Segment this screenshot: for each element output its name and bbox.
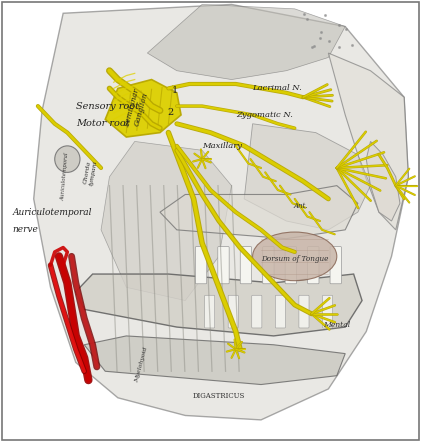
FancyBboxPatch shape [285,247,296,284]
Text: Semilunar
Ganglion: Semilunar Ganglion [123,87,150,130]
FancyBboxPatch shape [195,247,207,284]
Ellipse shape [55,146,80,172]
Polygon shape [160,186,358,239]
Text: 2: 2 [168,108,173,117]
Polygon shape [76,274,362,336]
Polygon shape [244,124,370,230]
Text: DIGASTRICUS: DIGASTRICUS [193,392,245,400]
Polygon shape [34,4,408,420]
Ellipse shape [253,232,337,281]
FancyBboxPatch shape [218,247,229,284]
FancyBboxPatch shape [330,247,341,284]
Text: Mental: Mental [323,321,350,329]
Text: Auriculotemporal: Auriculotemporal [13,208,92,217]
Polygon shape [328,53,408,230]
FancyBboxPatch shape [252,295,262,328]
FancyBboxPatch shape [308,247,319,284]
Text: 1: 1 [172,86,178,95]
FancyBboxPatch shape [322,295,333,328]
Text: Maxillary: Maxillary [202,142,242,150]
Polygon shape [147,4,345,80]
Text: Motor root: Motor root [76,119,129,128]
Text: Ant.: Ant. [294,202,308,210]
Text: nerve: nerve [13,225,38,234]
Text: Lacrimal N.: Lacrimal N. [253,84,302,92]
Text: Chorda
tympani: Chorda tympani [83,159,98,186]
Text: Myelohyoid: Myelohyoid [134,347,148,383]
Text: Auriculotemporal: Auriculotemporal [61,152,70,201]
Polygon shape [84,336,345,385]
FancyBboxPatch shape [240,247,252,284]
Polygon shape [366,141,400,221]
Polygon shape [101,141,232,301]
FancyBboxPatch shape [205,295,215,328]
Text: Zygomatic N.: Zygomatic N. [236,111,293,119]
FancyBboxPatch shape [299,295,309,328]
Polygon shape [105,80,181,137]
Text: Sensory root: Sensory root [76,102,139,110]
Text: Dorsum of Tongue: Dorsum of Tongue [261,255,328,263]
FancyBboxPatch shape [275,295,285,328]
FancyBboxPatch shape [228,295,238,328]
FancyBboxPatch shape [263,247,274,284]
